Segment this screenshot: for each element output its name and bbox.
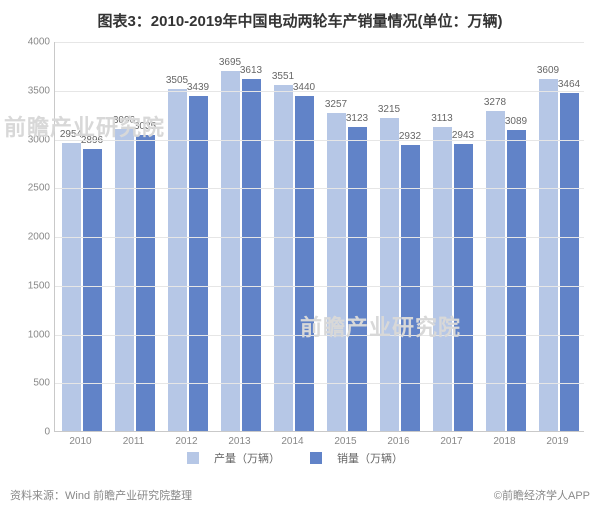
legend-swatch <box>187 452 199 464</box>
x-tick-label: 2016 <box>387 436 409 447</box>
bar: 2954 <box>62 143 81 431</box>
gridline <box>55 286 584 287</box>
legend-label: 销量（万辆） <box>337 450 403 466</box>
chart-title: 图表3：2010-2019年中国电动两轮车产销量情况(单位：万辆) <box>0 0 600 39</box>
bar-group: 36953613 <box>214 71 267 431</box>
x-tick-label: 2019 <box>546 436 568 447</box>
x-tick-label: 2017 <box>440 436 462 447</box>
y-tick-label: 4000 <box>20 37 50 48</box>
bar-value-label: 3215 <box>378 104 400 115</box>
bar-value-label: 3613 <box>240 65 262 76</box>
x-tick-label: 2018 <box>493 436 515 447</box>
x-tick-label: 2015 <box>334 436 356 447</box>
bar: 3089 <box>507 130 526 431</box>
x-tick-label: 2011 <box>123 436 145 447</box>
gridline <box>55 91 584 92</box>
bar-value-label: 3551 <box>272 71 294 82</box>
footer: 资料来源：Wind 前瞻产业研究院整理 ©前瞻经济学人APP <box>10 487 590 503</box>
bar-value-label: 2954 <box>60 129 82 140</box>
y-tick-label: 1500 <box>20 280 50 291</box>
bar: 3439 <box>189 96 208 431</box>
source-text: 资料来源：Wind 前瞻产业研究院整理 <box>10 487 192 503</box>
bar: 3613 <box>242 79 261 431</box>
bar: 3096 <box>115 129 134 431</box>
y-tick-label: 2500 <box>20 183 50 194</box>
bar-group: 35513440 <box>267 85 320 431</box>
gridline <box>55 383 584 384</box>
gridline <box>55 188 584 189</box>
bar-value-label: 3035 <box>134 121 156 132</box>
bar-value-label: 3089 <box>505 116 527 127</box>
plot-region: 2954289630963035350534393695361335513440… <box>54 42 584 432</box>
x-tick-label: 2012 <box>175 436 197 447</box>
bar-value-label: 3695 <box>219 57 241 68</box>
bar-group: 30963035 <box>108 129 161 431</box>
bar: 3695 <box>221 71 240 431</box>
bar-value-label: 3505 <box>166 75 188 86</box>
bar: 3464 <box>560 93 579 431</box>
bar-value-label: 3257 <box>325 99 347 110</box>
x-tick-label: 2010 <box>69 436 91 447</box>
y-tick-label: 2000 <box>20 232 50 243</box>
y-tick-label: 500 <box>20 378 50 389</box>
bar: 3440 <box>295 96 314 431</box>
bar: 3123 <box>348 127 367 431</box>
y-tick-label: 3500 <box>20 85 50 96</box>
legend-item: 产量（万辆） <box>187 450 290 466</box>
bar-value-label: 3609 <box>537 65 559 76</box>
copyright-text: ©前瞻经济学人APP <box>494 487 590 503</box>
bar: 3551 <box>274 85 293 431</box>
gridline <box>55 140 584 141</box>
bar-value-label: 3096 <box>113 115 135 126</box>
legend: 产量（万辆） 销量（万辆） <box>0 450 600 467</box>
bar-group: 29542896 <box>55 143 108 431</box>
bar-value-label: 3113 <box>431 113 453 124</box>
bar-value-label: 3123 <box>346 113 368 124</box>
chart-area: 2954289630963035350534393695361335513440… <box>36 42 584 432</box>
bar: 3609 <box>539 79 558 431</box>
y-tick-label: 1000 <box>20 329 50 340</box>
x-tick-label: 2013 <box>228 436 250 447</box>
legend-swatch <box>310 452 322 464</box>
bar: 2943 <box>454 144 473 431</box>
bar: 3505 <box>168 89 187 431</box>
legend-label: 产量（万辆） <box>214 450 280 466</box>
bar-group: 36093464 <box>532 79 585 431</box>
bar-value-label: 3464 <box>558 79 580 90</box>
gridline <box>55 42 584 43</box>
bar: 3035 <box>136 135 155 431</box>
bar: 3113 <box>433 127 452 431</box>
bar-group: 35053439 <box>161 89 214 431</box>
y-tick-label: 3000 <box>20 134 50 145</box>
legend-item: 销量（万辆） <box>310 450 413 466</box>
x-tick-label: 2014 <box>281 436 303 447</box>
bar-value-label: 3278 <box>484 97 506 108</box>
bar: 2896 <box>83 149 102 431</box>
bar-group: 31132943 <box>426 127 479 431</box>
y-tick-label: 0 <box>20 427 50 438</box>
gridline <box>55 237 584 238</box>
gridline <box>55 335 584 336</box>
